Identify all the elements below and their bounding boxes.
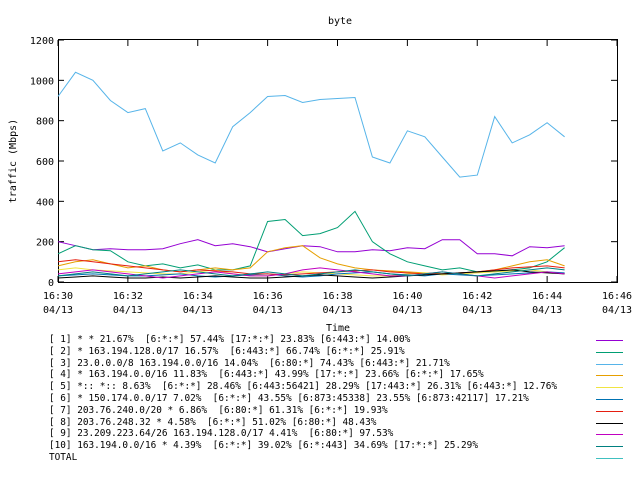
legend-swatch (596, 351, 623, 353)
legend-entry: [ 4] * 163.194.0.0/16 11.83% [6:443:*] 4… (0, 369, 640, 381)
legend-swatch (596, 398, 623, 400)
legend-entry: [ 9] 23.209.223.64/26 163.194.128.0/17 4… (0, 428, 640, 440)
legend-entry: [ 8] 203.76.248.32 * 4.58% [6:*:*] 51.02… (0, 417, 640, 429)
series-line-3 (57, 71, 565, 178)
legend-swatch (596, 340, 623, 341)
x-tick-label-time: 16:46 (602, 291, 632, 302)
legend-entry-label: [ 1] * * 21.67% [6:*:*] 57.44% [17:*:*] … (49, 334, 411, 345)
legend-entry: [10] 163.194.0.0/16 * 4.39% [6:*:*] 39.0… (0, 440, 640, 452)
series-line-5 (57, 267, 565, 277)
series-line-10 (57, 267, 565, 277)
x-tick-label-date: 04/13 (43, 305, 73, 316)
x-tick-label-time: 16:40 (392, 291, 422, 302)
x-tick-label-time: 16:36 (253, 291, 283, 302)
y-tick-label: 400 (36, 197, 54, 208)
legend-entry: [ 5] *:: *:: 8.63% [6:*:*] 28.46% [6:443… (0, 381, 640, 393)
x-tick-label-time: 16:38 (322, 291, 352, 302)
axis-ticks (57, 39, 618, 283)
series-line-2 (57, 210, 565, 273)
y-tick-label: 1000 (30, 76, 54, 87)
legend-entry: [ 7] 203.76.240.0/20 * 6.86% [6:80:*] 61… (0, 405, 640, 417)
x-tick-label-date: 04/13 (532, 305, 562, 316)
x-axis-tick-labels: 16:30 04/13 16:32 04/13 16:34 04/13 16:36 04/13… (43, 291, 632, 316)
legend-swatch (596, 446, 623, 448)
x-tick-label-date: 04/13 (113, 305, 143, 316)
legend-entry: [ 6] * 150.174.0.0/17 7.02% [6:*:*] 43.5… (0, 393, 640, 405)
x-tick-label-date: 04/13 (392, 305, 422, 316)
x-tick-label-time: 16:34 (183, 291, 213, 302)
legend-swatch (596, 410, 623, 412)
y-axis-label: traffic (Mbps) (8, 119, 19, 203)
x-axis-label: Time (326, 323, 350, 334)
legend-entry-total: TOTAL (0, 452, 640, 464)
x-tick-label-time: 16:30 (43, 291, 73, 302)
series-lines (57, 71, 565, 279)
legend-entry-label: [10] 163.194.0.0/16 * 4.39% [6:*:*] 39.0… (49, 440, 478, 452)
y-tick-label: 800 (36, 117, 54, 128)
legend-swatch (596, 375, 623, 377)
legend-entry-label: [ 7] 203.76.240.0/20 * 6.86% [6:80:*] 61… (49, 404, 388, 416)
legend-entry: [ 3] 23.0.0.0/8 163.194.0.0/16 14.04% [6… (0, 358, 640, 370)
x-tick-label-date: 04/13 (253, 305, 283, 316)
plot-area-frame (58, 39, 618, 283)
y-tick-label: 1200 (30, 36, 54, 47)
series-line-1 (57, 239, 565, 257)
y-axis-tick-labels: 0 200 400 600 800 1000 1200 (30, 36, 54, 289)
x-tick-label-date: 04/13 (322, 305, 352, 316)
legend-swatch (596, 457, 623, 459)
legend-total-label: TOTAL (49, 451, 78, 463)
legend-swatch (596, 422, 623, 424)
legend: [ 1] * * 21.67% [6:*:*] 57.44% [17:*:*] … (0, 334, 640, 464)
x-tick-label-time: 16:42 (462, 291, 492, 302)
legend-entry-label: [ 9] 23.209.223.64/26 163.194.128.0/17 4… (49, 428, 394, 440)
legend-entry-label: [ 8] 203.76.248.32 * 4.58% [6:*:*] 51.02… (49, 416, 377, 428)
legend-entry: [ 1] * * 21.67% [6:*:*] 57.44% [17:*:*] … (0, 334, 640, 346)
legend-swatch (596, 434, 623, 436)
legend-entry-label: [ 6] * 150.174.0.0/17 7.02% [6:*:*] 43.5… (49, 392, 529, 404)
legend-entry-label: [ 3] 23.0.0.0/8 163.194.0.0/16 14.04% [6… (49, 357, 450, 369)
legend-swatch (596, 363, 623, 365)
legend-entry-label: [ 4] * 163.194.0.0/16 11.83% [6:443:*] 4… (49, 369, 484, 381)
y-tick-label: 0 (48, 278, 54, 289)
chart-title: byte (328, 16, 352, 27)
legend-entry-label: [ 5] *:: *:: 8.63% [6:*:*] 28.46% [6:443… (49, 381, 557, 393)
y-tick-label: 200 (36, 238, 54, 249)
x-tick-label-time: 16:44 (532, 291, 562, 302)
x-tick-label-date: 04/13 (462, 305, 492, 316)
x-tick-label-date: 04/13 (602, 305, 632, 316)
legend-entry: [ 2] * 163.194.128.0/17 16.57% [6:443:*]… (0, 346, 640, 358)
legend-entry-label: [ 2] * 163.194.128.0/17 16.57% [6:443:*]… (49, 345, 405, 357)
y-tick-label: 600 (36, 157, 54, 168)
series-line-9 (57, 267, 565, 279)
x-tick-label-time: 16:32 (113, 291, 143, 302)
x-tick-label-date: 04/13 (183, 305, 213, 316)
legend-swatch (596, 387, 623, 389)
